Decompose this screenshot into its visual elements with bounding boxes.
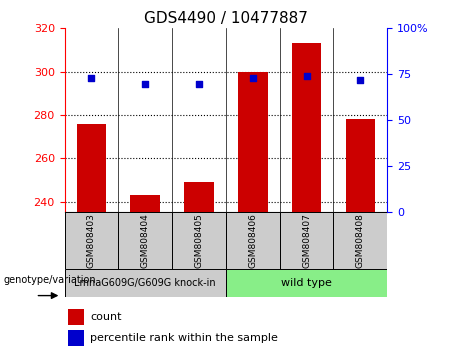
Text: GSM808405: GSM808405 [195,213,203,268]
Bar [238,72,267,212]
Text: GSM808403: GSM808403 [87,213,96,268]
Text: wild type: wild type [281,278,332,288]
Bar [226,269,387,297]
Text: GSM808407: GSM808407 [302,213,311,268]
Text: LmnaG609G/G609G knock-in: LmnaG609G/G609G knock-in [74,278,216,288]
Point [303,73,310,79]
Text: percentile rank within the sample: percentile rank within the sample [90,333,278,343]
Bar [130,195,160,212]
Text: GSM808404: GSM808404 [141,213,150,268]
Text: genotype/variation: genotype/variation [3,275,96,285]
Text: GSM808408: GSM808408 [356,213,365,268]
Title: GDS4490 / 10477887: GDS4490 / 10477887 [144,11,308,26]
Point [142,81,149,86]
Point [249,75,256,81]
Text: GSM808406: GSM808406 [248,213,257,268]
Point [357,77,364,83]
Bar [280,212,333,269]
Bar [68,330,84,346]
Bar [226,212,280,269]
Bar [68,309,84,325]
Bar [65,212,118,269]
Point [88,75,95,81]
Bar [184,182,214,212]
Text: count: count [90,312,122,322]
Bar [333,212,387,269]
Bar [172,212,226,269]
Point [195,81,203,86]
Bar [346,119,375,212]
Bar [292,44,321,212]
Bar [65,269,226,297]
Bar [77,124,106,212]
Bar [118,212,172,269]
